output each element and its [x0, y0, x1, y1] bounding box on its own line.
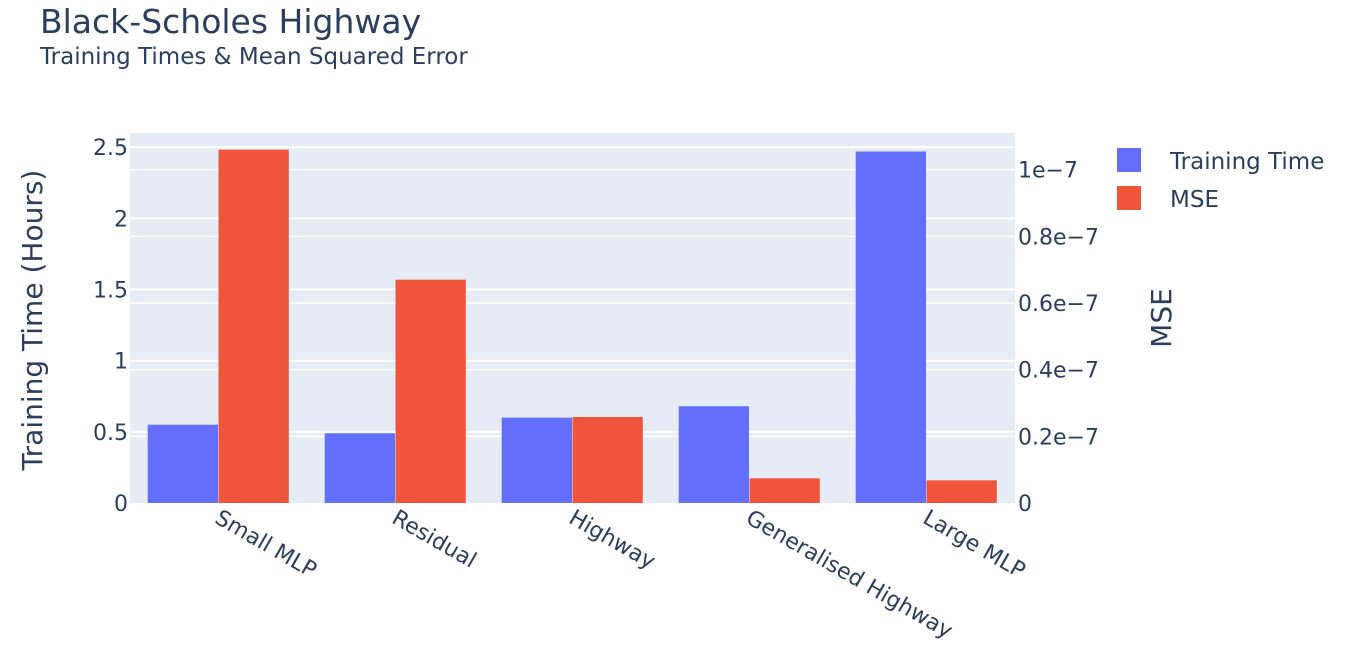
x-axis-ticks: Small MLP Residual Highway Generalised High… [211, 506, 1030, 645]
y-tick-label: 1.5 [93, 279, 128, 304]
x-tick-label: Highway [565, 506, 660, 575]
bar-mse [395, 279, 466, 503]
bar-training-time [678, 406, 749, 503]
y2-axis-title: MSE [1145, 288, 1178, 348]
bar-mse [926, 480, 997, 503]
y-tick-label: 0.5 [93, 421, 128, 446]
bar-mse [749, 478, 820, 503]
y2-tick-label: 0 [1018, 492, 1032, 517]
y2-tick-label: 0.4e−7 [1018, 359, 1099, 384]
x-tick-label: Small MLP [211, 506, 321, 584]
bars [147, 149, 997, 503]
y2-axis-ticks: 0 0.2e−7 0.4e−7 0.6e−7 0.8e−7 1e−7 [1018, 159, 1099, 517]
legend-label: Training Time [1169, 149, 1324, 175]
legend-label: MSE [1170, 187, 1219, 213]
legend-swatch [1117, 148, 1141, 172]
y-tick-label: 2.5 [93, 136, 128, 161]
y-axis-ticks: 0 0.5 1 1.5 2 2.5 [93, 136, 128, 517]
x-tick-label: Large MLP [919, 506, 1030, 584]
legend: Training Time MSE [1117, 148, 1324, 213]
y2-tick-label: 1e−7 [1018, 159, 1078, 184]
y-tick-label: 2 [114, 207, 128, 232]
y-tick-label: 0 [114, 492, 128, 517]
y-axis-title: Training Time (Hours) [16, 170, 49, 472]
y2-tick-label: 0.2e−7 [1018, 425, 1099, 450]
bar-training-time [324, 433, 395, 503]
bar-training-time [855, 151, 926, 503]
x-tick-label: Residual [388, 506, 481, 574]
y2-tick-label: 0.6e−7 [1018, 292, 1099, 317]
bar-training-time [501, 417, 572, 503]
bar-mse [218, 149, 289, 503]
bar-mse [572, 417, 643, 503]
chart-subtitle: Training Times & Mean Squared Error [39, 44, 468, 70]
y2-tick-label: 0.8e−7 [1018, 225, 1099, 250]
chart-title: Black-Scholes Highway [40, 2, 421, 41]
legend-swatch [1117, 186, 1141, 210]
y-tick-label: 1 [114, 350, 128, 375]
bar-training-time [147, 424, 218, 503]
